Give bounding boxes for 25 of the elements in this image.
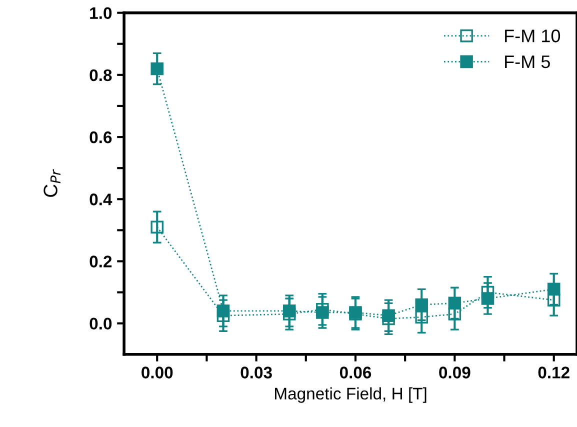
point <box>150 220 164 234</box>
point <box>282 308 296 320</box>
x-tick-label: 0.00 <box>142 366 173 378</box>
legend-label: F-M 10 <box>505 30 560 42</box>
x-tick-label: 0.12 <box>538 366 570 378</box>
y-tick-label: 1.0 <box>90 7 112 20</box>
y-tick-label: 0.2 <box>90 256 112 268</box>
point <box>547 294 560 306</box>
legend-label: F-M 5 <box>505 56 550 68</box>
point <box>448 308 462 320</box>
y-tick-label: 0.8 <box>90 69 112 82</box>
point <box>316 302 329 316</box>
x-tick-label: 0.06 <box>340 366 372 378</box>
point <box>481 286 494 299</box>
y-axis-title: C$_{Pr}$ <box>44 169 60 197</box>
y-tick-label: 0.0 <box>90 318 112 330</box>
x-axis-title: Magnetic Field, H [T] <box>275 387 426 403</box>
point <box>382 312 395 326</box>
point <box>150 62 164 76</box>
x-tick-label: 0.09 <box>439 366 470 378</box>
y-tick-label: 0.6 <box>90 131 112 144</box>
y-tick-label: 0.4 <box>90 194 112 206</box>
x-tick-label: 0.03 <box>240 366 272 378</box>
point <box>415 310 428 324</box>
point <box>216 309 230 322</box>
